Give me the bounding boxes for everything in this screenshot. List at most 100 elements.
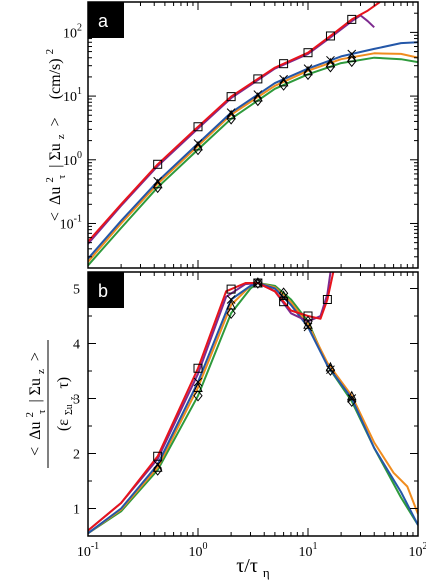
y-tick-label: 100	[63, 150, 82, 169]
panel-b-axes: 1 2 3 4 5 10-1 100 101 102	[73, 272, 426, 560]
marker-triangle	[325, 57, 336, 68]
panel-a-axes: 10-1 100 101 102	[60, 1, 418, 269]
panel-b-tag: b	[88, 272, 124, 308]
ylab-a-barsub: z	[55, 134, 67, 139]
marker-square	[303, 48, 313, 58]
marker-diamond	[226, 112, 236, 125]
ylab-a-units: (cm/s)	[47, 58, 64, 99]
marker-triangle	[193, 140, 203, 151]
marker-triangle	[253, 277, 263, 288]
ylab-b-den-tau: τ)	[55, 377, 72, 389]
marker-diamond	[253, 94, 263, 107]
panel-b-series	[88, 272, 418, 535]
marker-square	[347, 14, 357, 24]
marker-triangle	[346, 52, 357, 62]
x-tick-label: 10-1	[77, 541, 99, 560]
series-line	[88, 14, 375, 245]
ylab-a-sub: τ	[56, 174, 68, 179]
marker-triangle	[253, 91, 263, 102]
y-tick-label: 4	[73, 338, 80, 353]
marker-square	[322, 295, 332, 304]
series-line	[88, 282, 418, 535]
marker-square	[193, 363, 203, 373]
svg-text:< Δu 2: < Δu 2 τ | Σu z >	[20, 352, 49, 456]
marker-triangle	[152, 178, 163, 189]
marker-cross	[326, 55, 335, 65]
x-tick-label: 100	[189, 541, 208, 560]
ylab-b-num-open: <	[27, 447, 44, 456]
marker-diamond	[325, 60, 336, 73]
marker-diamond	[193, 143, 203, 156]
ylab-a-close: >	[47, 117, 64, 126]
series-markers	[152, 277, 357, 476]
panel-a-frame	[87, 1, 419, 269]
marker-diamond	[303, 68, 313, 81]
ylab-b-den-open: (ε	[55, 419, 72, 431]
marker-diamond	[253, 277, 263, 289]
marker-triangle	[346, 390, 357, 401]
panel-a: 10-1 100 101 102 a < Δu 2 τ | Σu z > (cm/s)…	[44, 1, 419, 269]
marker-diamond	[278, 287, 289, 300]
panel-b: 1 2 3 4 5 10-1 100 101 102 b < Δu 2 τ | Σu z > (…	[20, 271, 426, 560]
ylab-b-num-sup: 2	[24, 412, 36, 418]
y-tick-label: 5	[73, 283, 80, 298]
marker-cross	[347, 394, 357, 403]
series-markers	[152, 14, 357, 194]
marker-diamond	[153, 181, 163, 194]
panel-a-ylabel: < Δu 2 τ | Σu z > (cm/s) 2	[44, 49, 68, 221]
ylab-a-bar: | Σu	[47, 143, 64, 168]
marker-square	[153, 451, 163, 461]
ylab-b-num-sub: τ	[36, 409, 48, 414]
marker-square	[226, 92, 236, 102]
marker-diamond	[278, 79, 289, 91]
series-lines	[88, 2, 418, 267]
marker-diamond	[226, 307, 236, 320]
svg-text:(ε Σu z: (ε Σu z τ)	[55, 377, 79, 431]
marker-square	[153, 159, 163, 169]
marker-cross	[226, 295, 236, 304]
marker-cross	[153, 176, 163, 186]
ylab-b-num-barsub: z	[35, 369, 47, 374]
ylab-b-num-close: >	[27, 352, 44, 361]
x-axis-label: τ/τ η	[236, 555, 270, 580]
y-tick-label: 10-1	[60, 213, 82, 232]
series-line	[88, 56, 418, 267]
marker-square	[226, 284, 236, 294]
marker-diamond	[347, 395, 357, 408]
marker-diamond	[303, 315, 313, 328]
panel-a-series	[88, 2, 418, 267]
y-tick-label: 101	[63, 86, 82, 105]
series-line	[88, 282, 418, 535]
x-axis-label-sub: η	[263, 565, 270, 580]
series-line	[88, 2, 381, 243]
marker-diamond	[153, 464, 163, 476]
panel-a-tag: a	[88, 2, 124, 38]
ylab-a-delta: Δu	[47, 187, 64, 205]
y-tick-label: 3	[73, 393, 80, 408]
marker-square	[193, 122, 203, 132]
panel-a-tag-text: a	[98, 11, 109, 31]
marker-square	[253, 74, 263, 84]
y-tick-label: 102	[63, 22, 82, 41]
panel-b-frame	[87, 271, 419, 537]
series-line	[88, 41, 418, 260]
ylab-a-units-sup: 2	[44, 49, 56, 55]
ylab-b-den-subsub: z	[68, 396, 77, 400]
series-line	[88, 52, 418, 263]
y-tick-label: 2	[73, 448, 80, 463]
marker-square	[325, 31, 335, 41]
marker-diamond	[193, 389, 203, 402]
marker-triangle	[226, 109, 236, 120]
marker-square	[279, 59, 289, 69]
ylab-b-num-delta: Δu	[27, 421, 44, 439]
series-lines	[88, 272, 418, 535]
ylab-a-sup: 2	[44, 177, 56, 183]
ylab-a-open: <	[47, 212, 64, 221]
series-line	[88, 282, 418, 535]
x-tick-label: 101	[299, 541, 318, 560]
panel-b-ylabel: < Δu 2 τ | Σu z > (ε Σu z τ)	[20, 340, 79, 468]
marker-cross	[253, 90, 263, 99]
marker-diamond	[347, 55, 357, 68]
x-tick-label: 102	[409, 541, 426, 560]
